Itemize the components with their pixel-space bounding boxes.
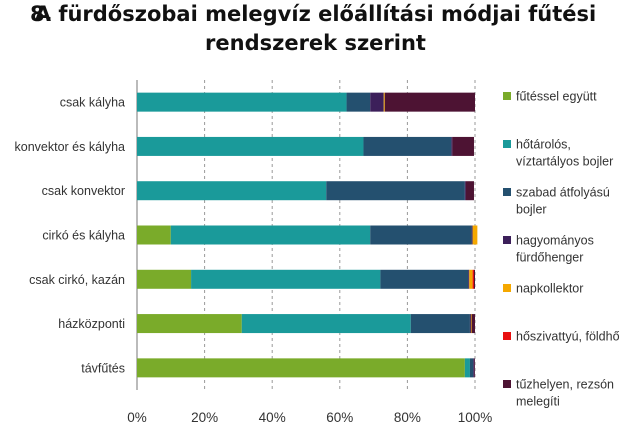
legend-label: hőtárolós, víztartályos bojler — [516, 138, 613, 169]
x-tick-label: 100% — [458, 410, 493, 425]
bar-segment — [380, 269, 469, 289]
chart-title: A fürdőszobai melegvíz előállítási módja… — [0, 2, 631, 26]
category-label: távfűtés — [81, 361, 125, 375]
bar-segment — [137, 314, 242, 334]
legend-label: hagyományos fürdőhenger — [516, 234, 594, 265]
legend-swatch — [503, 140, 511, 148]
legend-swatch — [503, 380, 511, 388]
bar-segment — [326, 181, 465, 201]
bar-segment — [170, 225, 371, 245]
bar-segment — [465, 181, 474, 201]
bar-segment — [137, 225, 171, 245]
bar-segment — [469, 314, 471, 334]
x-tick-label: 60% — [326, 410, 353, 425]
legend-swatch — [503, 188, 511, 196]
x-tick-labels: 0% 20% 40% 60% 80% 100% — [127, 410, 492, 425]
category-label: konvektor és kályha — [15, 140, 126, 154]
x-tick-label: 20% — [191, 410, 218, 425]
bars — [137, 92, 478, 378]
bar-segment — [137, 358, 465, 378]
bar-segment — [472, 269, 474, 289]
category-label: házközponti — [58, 317, 125, 331]
legend-swatch — [503, 332, 511, 340]
chart-title-line-2: rendszerek szerint — [205, 31, 426, 55]
legend-swatch — [503, 236, 511, 244]
chart-title-line-1: A fürdőszobai melegvíz előállítási módja… — [34, 2, 597, 26]
bar-segment — [470, 314, 472, 334]
bar-segment — [473, 358, 475, 378]
bar-segment — [363, 136, 452, 156]
bar-segment — [137, 181, 327, 201]
legend-swatch — [503, 92, 511, 100]
legend-label: fűtéssel együtt — [516, 90, 597, 104]
bar-segment — [468, 269, 470, 289]
bar-segment — [469, 358, 474, 378]
bar-segment — [370, 92, 384, 112]
category-label: csak kályha — [60, 96, 125, 110]
bar-segment — [241, 314, 411, 334]
category-label: csak cirkó, kazán — [29, 273, 125, 287]
bar-segment — [410, 314, 470, 334]
bar-segment — [464, 358, 470, 378]
bar-segment — [383, 92, 385, 112]
bar-segment — [384, 92, 475, 112]
bar-segment — [471, 225, 473, 245]
bar-segment — [137, 269, 192, 289]
x-tick-label: 0% — [127, 410, 147, 425]
legend-label: tűzhelyen, rezsón melegíti — [516, 378, 614, 409]
legend-label: napkollektor — [516, 282, 583, 296]
bar-segment — [137, 136, 364, 156]
bar-segment — [346, 92, 371, 112]
category-label: csak konvektor — [42, 184, 125, 198]
bar-segment — [370, 225, 472, 245]
legend-label: szabad átfolyású bojler — [516, 186, 610, 217]
category-label: cirkó és kályha — [42, 229, 125, 243]
bar-segment — [452, 136, 474, 156]
category-labels: csak kályha konvektor és kályha csak konve… — [15, 96, 126, 376]
bar-segment — [472, 225, 478, 245]
chart-title-continued: rendszerek szerint — [0, 31, 631, 55]
x-tick-label: 80% — [394, 410, 421, 425]
bar-segment — [137, 92, 347, 112]
bar-segment — [474, 358, 475, 378]
x-tick-label: 40% — [259, 410, 286, 425]
bar-segment — [451, 136, 453, 156]
bar-segment — [473, 269, 475, 289]
legend-label: hőszivattyú, földhő — [516, 330, 620, 344]
legend-swatch — [503, 284, 511, 292]
gridlines — [204, 80, 476, 390]
bar-segment — [469, 269, 473, 289]
bar-segment — [464, 181, 466, 201]
figure-number: 8. — [30, 2, 53, 26]
bar-segment — [471, 314, 475, 334]
bar-segment — [191, 269, 381, 289]
legend: fűtéssel együtt hőtárolós, víztartályos bo… — [503, 90, 620, 409]
